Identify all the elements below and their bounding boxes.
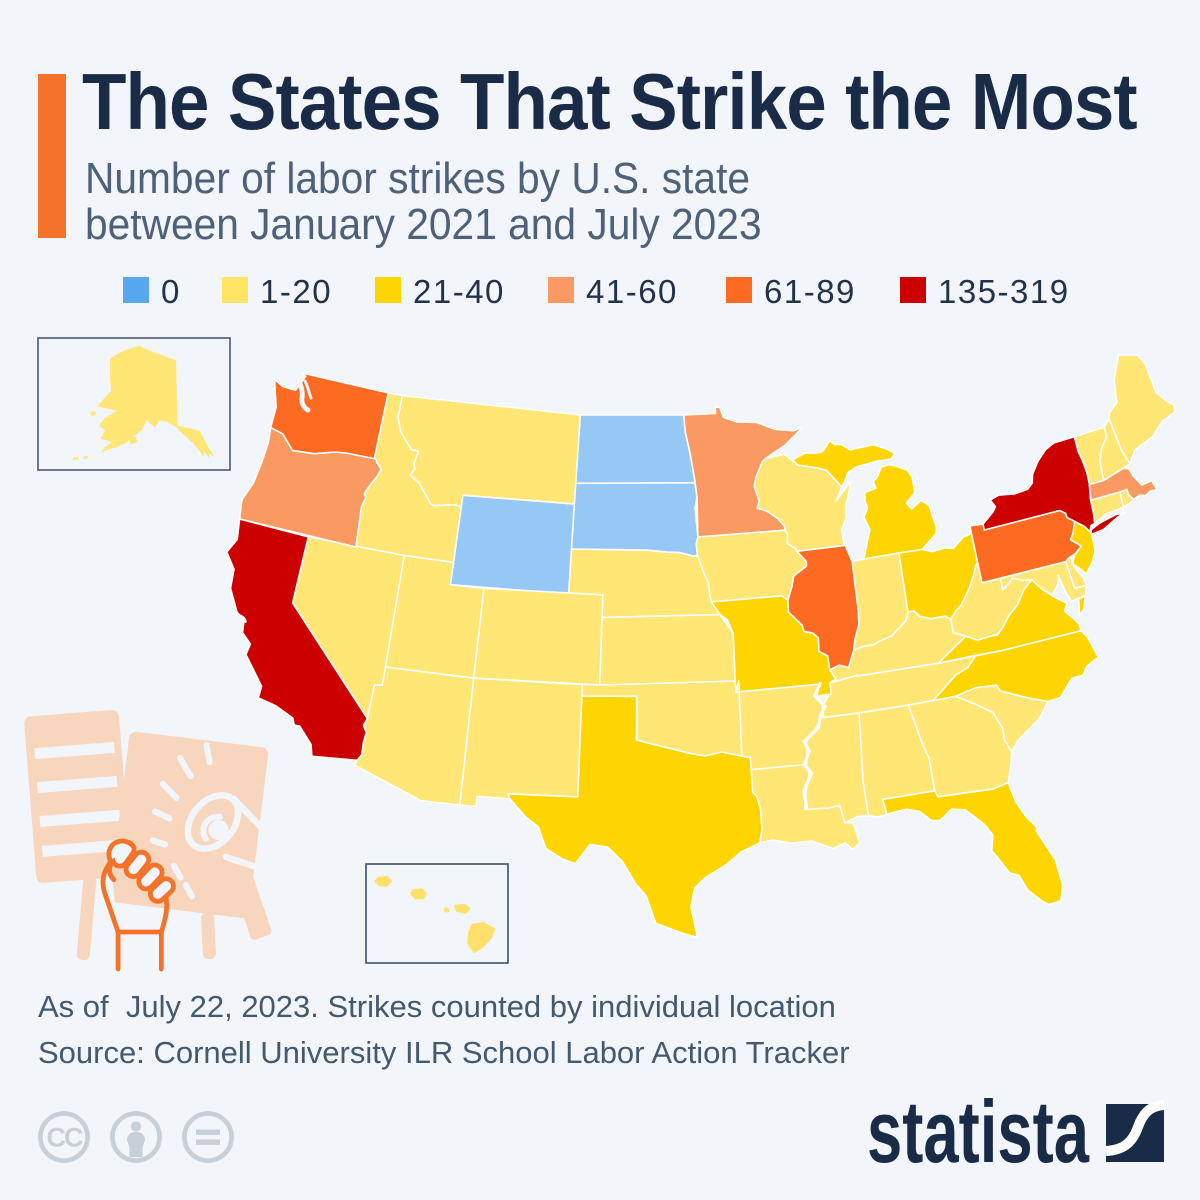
svg-text:statista: statista — [867, 1082, 1090, 1181]
svg-text:CC: CC — [47, 1123, 83, 1153]
